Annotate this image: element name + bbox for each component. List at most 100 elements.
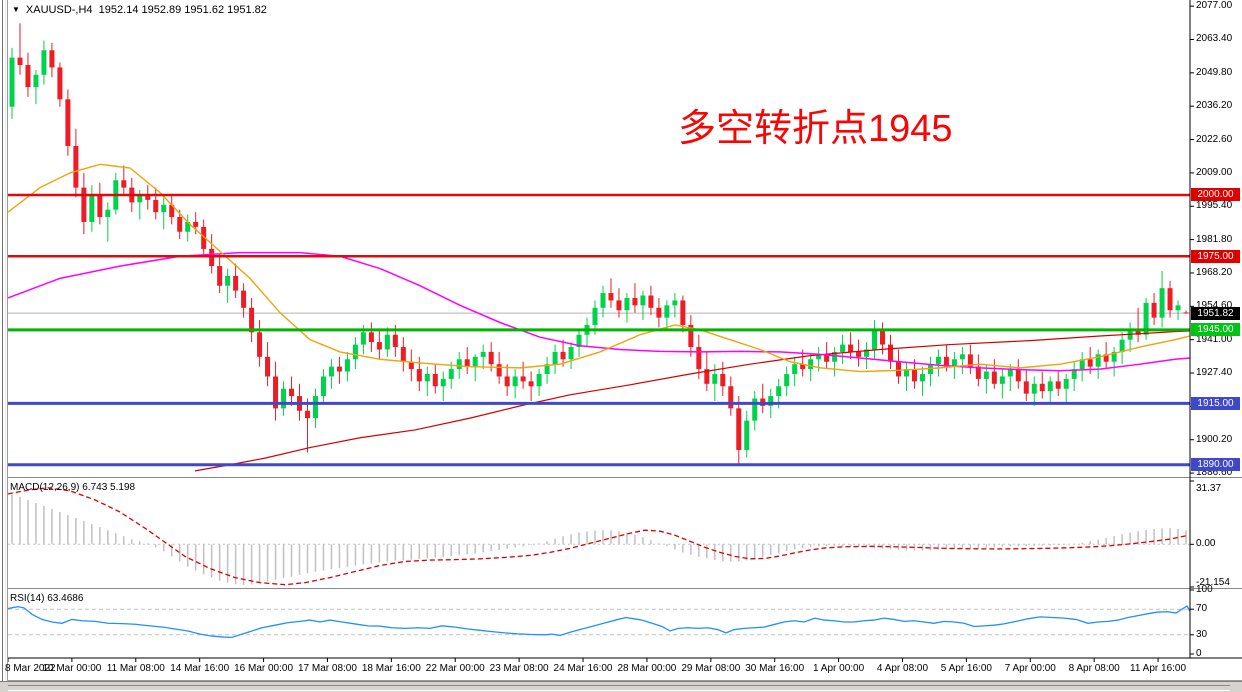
candle-body[interactable] — [792, 364, 798, 374]
candle-body[interactable] — [225, 275, 231, 286]
candle-body[interactable] — [17, 57, 23, 65]
candle-body[interactable] — [991, 371, 997, 384]
candle-body[interactable] — [616, 300, 622, 311]
candle-body[interactable] — [49, 50, 55, 68]
candle-body[interactable] — [217, 266, 223, 286]
candle-body[interactable] — [33, 74, 39, 88]
candle-body[interactable] — [121, 180, 127, 188]
candle-body[interactable] — [568, 347, 574, 360]
candle-body[interactable] — [1183, 312, 1189, 314]
candle-body[interactable] — [273, 376, 279, 409]
candle-body[interactable] — [416, 369, 422, 382]
candle-body[interactable] — [680, 300, 686, 325]
candle-body[interactable] — [1071, 369, 1077, 379]
candle-body[interactable] — [1079, 359, 1085, 370]
candle-body[interactable] — [1023, 381, 1029, 394]
candle-body[interactable] — [57, 67, 63, 100]
candle-body[interactable] — [712, 373, 718, 384]
candle-body[interactable] — [1151, 302, 1157, 318]
candle-body[interactable] — [608, 293, 614, 301]
candle-body[interactable] — [464, 359, 470, 367]
candle-body[interactable] — [1007, 369, 1013, 377]
candle-body[interactable] — [336, 366, 342, 372]
candle-body[interactable] — [201, 226, 207, 249]
candle-body[interactable] — [25, 64, 31, 88]
candle-body[interactable] — [848, 344, 854, 352]
candle-body[interactable] — [640, 295, 646, 306]
candle-body[interactable] — [352, 344, 358, 360]
candle-body[interactable] — [312, 396, 318, 419]
candle-body[interactable] — [1015, 369, 1021, 382]
candle-body[interactable] — [983, 371, 989, 379]
candle-body[interactable] — [752, 398, 758, 421]
candle-body[interactable] — [368, 332, 374, 343]
candle-body[interactable] — [728, 386, 734, 409]
candle-body[interactable] — [1175, 305, 1181, 311]
candle-body[interactable] — [872, 329, 878, 350]
candle-body[interactable] — [1095, 354, 1101, 367]
candle-body[interactable] — [528, 381, 534, 387]
candle-body[interactable] — [249, 307, 255, 333]
candle-body[interactable] — [456, 359, 462, 370]
candle-body[interactable] — [600, 293, 606, 308]
candle-body[interactable] — [161, 204, 167, 213]
candle-body[interactable] — [840, 344, 846, 352]
candle-body[interactable] — [1063, 378, 1069, 389]
candle-body[interactable] — [903, 369, 909, 377]
candle-body[interactable] — [241, 290, 247, 308]
candle-body[interactable] — [664, 305, 670, 318]
candle-body[interactable] — [1039, 383, 1045, 392]
candle-body[interactable] — [233, 275, 239, 291]
candle-body[interactable] — [488, 351, 494, 365]
candle-body[interactable] — [784, 373, 790, 387]
candle-body[interactable] — [512, 376, 518, 387]
window-left-splitter[interactable] — [0, 0, 8, 681]
candle-body[interactable] — [696, 347, 702, 370]
candle-body[interactable] — [344, 359, 350, 372]
candle-body[interactable] — [816, 354, 822, 360]
candle-body[interactable] — [688, 324, 694, 348]
candle-body[interactable] — [97, 194, 103, 218]
candle-body[interactable] — [895, 361, 901, 377]
candle-body[interactable] — [1047, 381, 1053, 392]
candle-body[interactable] — [959, 354, 965, 360]
symbol-dropdown-icon[interactable]: ▼ — [12, 5, 20, 14]
candle-body[interactable] — [408, 361, 414, 370]
candle-body[interactable] — [392, 334, 398, 348]
candle-body[interactable] — [800, 364, 806, 370]
candle-body[interactable] — [472, 356, 478, 367]
candle-body[interactable] — [552, 351, 558, 365]
candle-body[interactable] — [448, 369, 454, 379]
candle-body[interactable] — [999, 376, 1005, 384]
candle-body[interactable] — [504, 376, 510, 387]
candle-body[interactable] — [73, 145, 79, 188]
candle-body[interactable] — [480, 351, 486, 357]
candle-body[interactable] — [975, 366, 981, 379]
candle-body[interactable] — [328, 366, 334, 377]
candle-body[interactable] — [632, 297, 638, 306]
candle-body[interactable] — [432, 373, 438, 387]
candle-body[interactable] — [648, 295, 654, 308]
candle-body[interactable] — [304, 410, 310, 419]
candle-body[interactable] — [720, 373, 726, 387]
candle-body[interactable] — [384, 334, 390, 350]
candle-body[interactable] — [919, 373, 925, 382]
candle-body[interactable] — [943, 356, 949, 367]
candle-body[interactable] — [624, 297, 630, 311]
candle-body[interactable] — [520, 376, 526, 382]
candle-body[interactable] — [169, 204, 175, 218]
candle-body[interactable] — [576, 334, 582, 348]
candle-body[interactable] — [105, 209, 111, 218]
candle-body[interactable] — [496, 364, 502, 377]
candle-body[interactable] — [1111, 351, 1117, 362]
candle-body[interactable] — [967, 354, 973, 367]
candle-body[interactable] — [320, 376, 326, 397]
candle-body[interactable] — [89, 194, 95, 222]
candle-body[interactable] — [65, 99, 71, 146]
candle-body[interactable] — [1143, 302, 1149, 335]
candle-body[interactable] — [856, 351, 862, 357]
candle-body[interactable] — [424, 373, 430, 382]
candle-body[interactable] — [824, 354, 830, 362]
candle-body[interactable] — [185, 221, 191, 232]
